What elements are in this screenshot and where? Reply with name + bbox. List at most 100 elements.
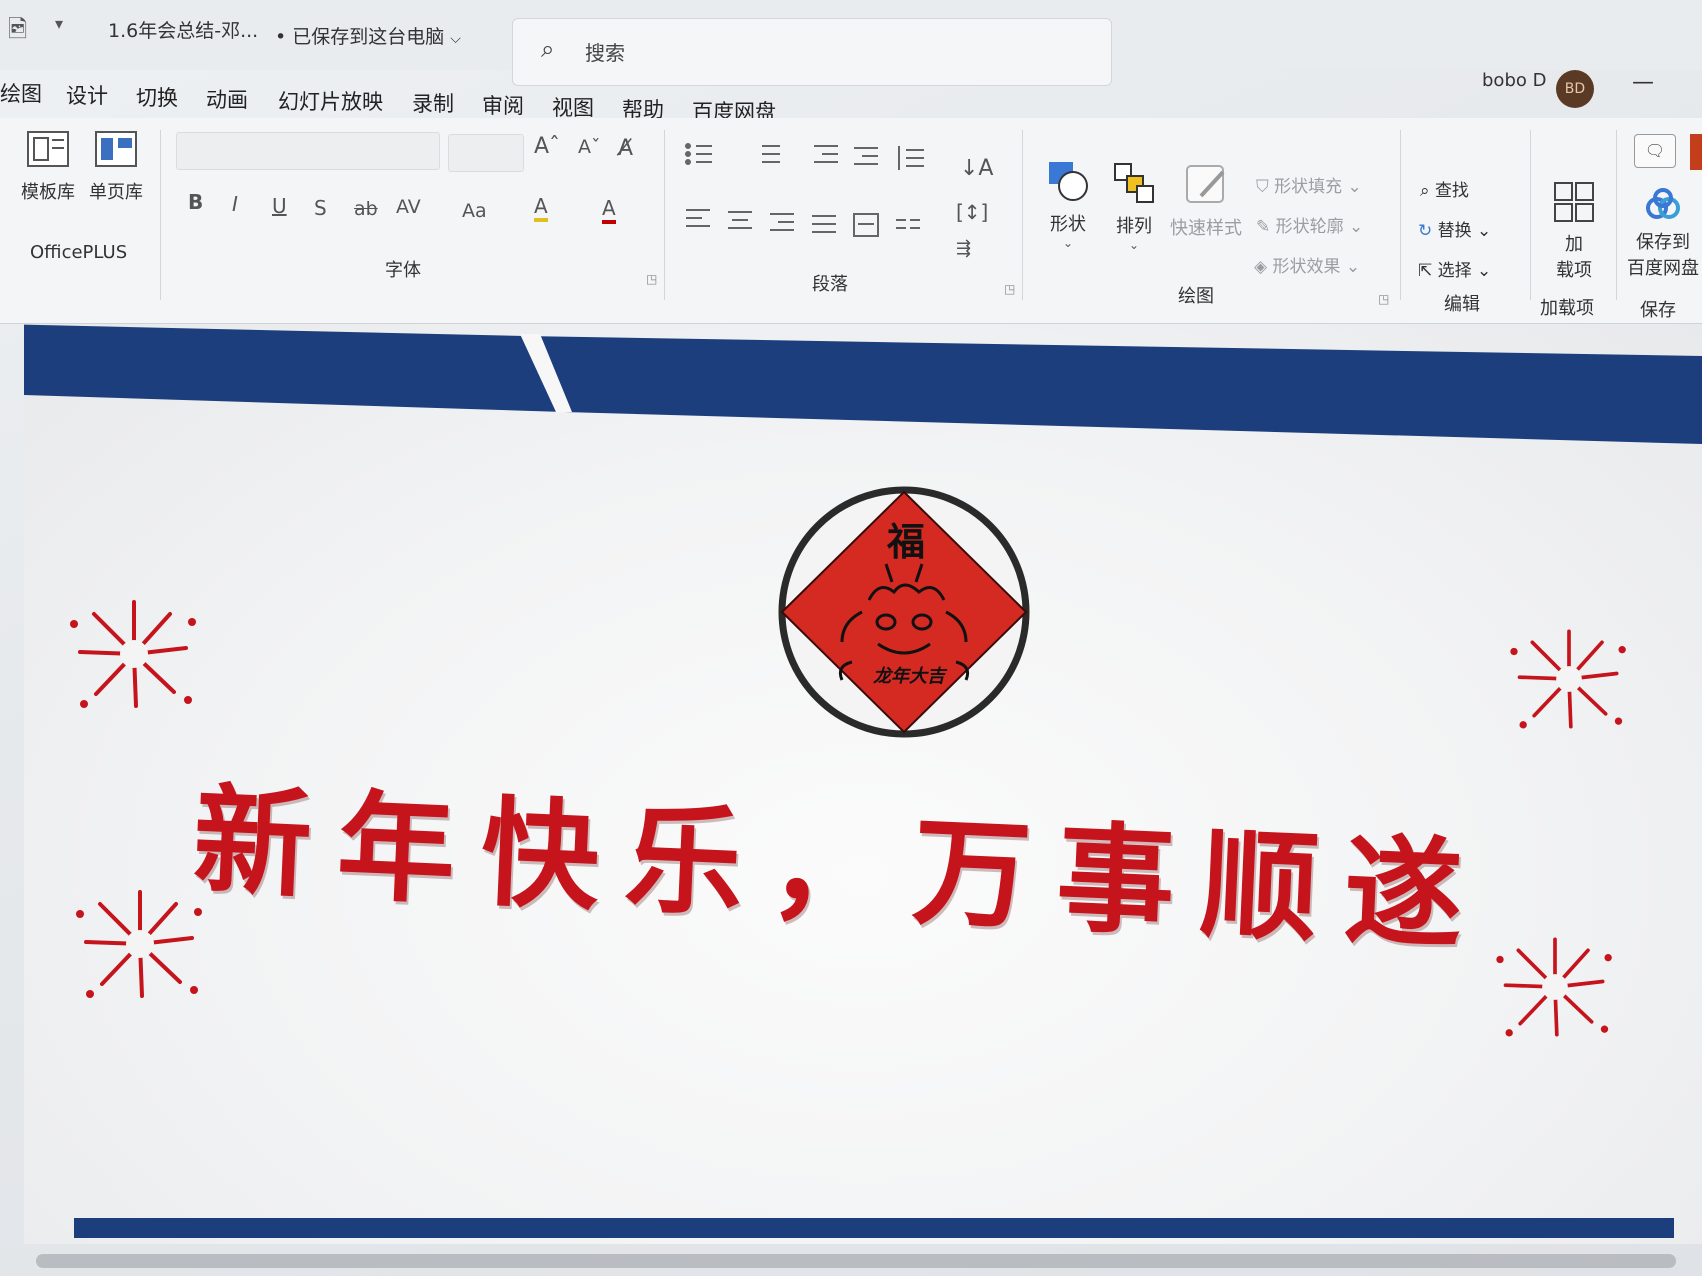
document-title[interactable]: 1.6年会总结-邓... <box>108 20 259 42</box>
drawing-dialog-launcher-icon[interactable]: ◳ <box>1378 292 1390 306</box>
save-status[interactable]: • 已保存到这台电脑 ⌵ <box>275 26 461 48</box>
tab-view[interactable]: 视图 <box>552 96 594 120</box>
shapes-icon <box>1049 162 1088 201</box>
search-placeholder: 搜索 <box>585 41 625 65</box>
align-right-icon <box>770 213 794 231</box>
chevron-down-icon: ⌄ <box>1128 238 1140 252</box>
align-text-icon[interactable]: [↕] <box>956 200 989 224</box>
text-direction-icon[interactable]: ↓A <box>960 156 994 181</box>
tab-design[interactable]: 设计 <box>66 84 108 108</box>
change-case-button[interactable]: Aa <box>462 200 487 222</box>
customize-qat-icon[interactable]: ▾ <box>55 14 64 33</box>
font-color-button[interactable]: A <box>602 196 616 224</box>
font-size-combo[interactable] <box>448 134 524 172</box>
clear-formatting-icon[interactable]: A̸ <box>618 136 634 161</box>
quick-styles-button[interactable]: 快速样式 <box>1166 162 1246 240</box>
comment-icon: 🗨 <box>1644 141 1666 160</box>
single-page-library-button[interactable]: 单页库 <box>86 128 146 204</box>
replace-button[interactable]: ↻ 替换 ⌄ <box>1418 221 1492 241</box>
user-name[interactable]: bobo D <box>1482 70 1547 91</box>
group-divider <box>1022 130 1023 300</box>
slide-canvas: 福 龙年大吉 <box>0 324 1702 1276</box>
firework-top-left <box>70 600 196 708</box>
tab-animations[interactable]: 动画 <box>206 88 248 112</box>
strikethrough-button[interactable]: ab <box>354 198 378 220</box>
shape-fill-button[interactable]: ⛉ 形状填充 ⌄ <box>1256 177 1362 197</box>
save-group-label: 保存 <box>1640 300 1676 321</box>
quick-styles-icon <box>1186 165 1225 203</box>
save-to-baidu-button[interactable]: 保存到 百度网盘 <box>1624 186 1702 280</box>
paragraph-group-label: 段落 <box>812 274 848 295</box>
select-button[interactable]: ⇱ 选择 ⌄ <box>1418 261 1492 281</box>
increase-indent-icon <box>854 147 878 165</box>
avatar[interactable]: BD <box>1556 70 1594 108</box>
search-icon: ⌕ <box>1420 181 1430 201</box>
comments-button[interactable]: 🗨 <box>1634 134 1676 168</box>
justify-icon <box>812 215 836 233</box>
font-name-combo[interactable] <box>176 132 440 170</box>
character-spacing-button[interactable]: AV <box>396 196 421 218</box>
firework-top-right <box>1510 629 1626 729</box>
shape-outline-button[interactable]: ✎ 形状轮廓 ⌄ <box>1256 217 1364 237</box>
editing-group-label: 编辑 <box>1444 294 1480 315</box>
slide[interactable]: 福 龙年大吉 <box>24 324 1702 1244</box>
find-button[interactable]: ⌕ 查找 <box>1420 181 1469 201</box>
smartart-icon[interactable]: ⇶ <box>956 238 972 259</box>
highlight-color-button[interactable]: A <box>534 194 548 222</box>
baidu-netdisk-icon <box>1646 188 1680 219</box>
powerpoint-icon[interactable]: 🖻 <box>8 15 28 43</box>
addins-label-line2: 载项 <box>1556 260 1592 281</box>
officeplus-group-label: OfficePLUS <box>30 242 128 263</box>
grow-font-icon[interactable]: Aˆ <box>534 134 561 159</box>
tab-slideshow[interactable]: 幻灯片放映 <box>278 90 383 114</box>
align-left-icon <box>686 209 710 227</box>
replace-icon: ↻ <box>1418 221 1433 241</box>
arrange-icon <box>1114 163 1154 203</box>
underline-button[interactable]: U <box>272 194 287 218</box>
shapes-button[interactable]: 形状 ⌄ <box>1040 158 1096 250</box>
distributed-icon <box>853 213 879 237</box>
minimize-button[interactable]: — <box>1632 70 1654 95</box>
search-icon: ⌕ <box>541 35 555 63</box>
arrange-label: 排列 <box>1116 216 1152 237</box>
horizontal-scrollbar[interactable] <box>36 1254 1676 1268</box>
greeting-text[interactable]: 新年快乐，万事顺遂 <box>190 770 1492 966</box>
template-library-label: 模板库 <box>21 182 75 203</box>
emblem-caption: 龙年大吉 <box>873 666 945 687</box>
footer-banner <box>74 1218 1674 1238</box>
font-dialog-launcher-icon[interactable]: ◳ <box>646 272 658 286</box>
italic-button[interactable]: I <box>232 192 238 216</box>
tab-review[interactable]: 审阅 <box>482 94 524 118</box>
tab-draw[interactable]: 绘图 <box>0 82 42 106</box>
shapes-label: 形状 <box>1050 214 1086 235</box>
tab-transitions[interactable]: 切换 <box>136 86 178 110</box>
fu-character: 福 <box>886 519 925 564</box>
addins-label-line1: 加 <box>1565 234 1583 255</box>
shape-effects-button[interactable]: ◈ 形状效果 ⌄ <box>1254 257 1361 277</box>
arrange-button[interactable]: 排列 ⌄ <box>1106 160 1162 252</box>
firework-bottom-left <box>76 890 202 998</box>
ribbon-tabs: 绘图 设计 切换 动画 幻灯片放映 录制 审阅 视图 帮助 百度网盘 <box>0 70 1702 124</box>
chevron-down-icon: ⌄ <box>1062 236 1074 250</box>
shadow-button[interactable]: S <box>314 196 327 220</box>
columns-icon <box>896 219 920 229</box>
header-banner <box>24 324 1702 444</box>
align-center-icon <box>728 211 752 229</box>
single-page-library-label: 单页库 <box>89 182 143 203</box>
chevron-down-icon: ⌵ <box>450 31 461 47</box>
cursor-icon: ⇱ <box>1418 261 1433 281</box>
ribbon: 模板库 单页库 OfficePLUS Aˆ Aˇ A̸ B I U S ab A… <box>0 118 1702 324</box>
firework-bottom-right <box>1496 937 1612 1037</box>
paragraph-dialog-launcher-icon[interactable]: ◳ <box>1004 282 1016 296</box>
search-input[interactable]: ⌕ 搜索 <box>512 18 1112 86</box>
addins-button[interactable]: 加 载项 <box>1544 180 1604 282</box>
shrink-font-icon[interactable]: Aˇ <box>578 136 601 158</box>
bold-button[interactable]: B <box>188 190 204 214</box>
share-button[interactable] <box>1690 134 1702 170</box>
addins-group-label: 加载项 <box>1540 298 1594 319</box>
template-library-button[interactable]: 模板库 <box>18 128 78 204</box>
paragraph-tools <box>685 143 924 237</box>
tab-record[interactable]: 录制 <box>412 92 454 116</box>
line-spacing-icon <box>898 146 924 170</box>
